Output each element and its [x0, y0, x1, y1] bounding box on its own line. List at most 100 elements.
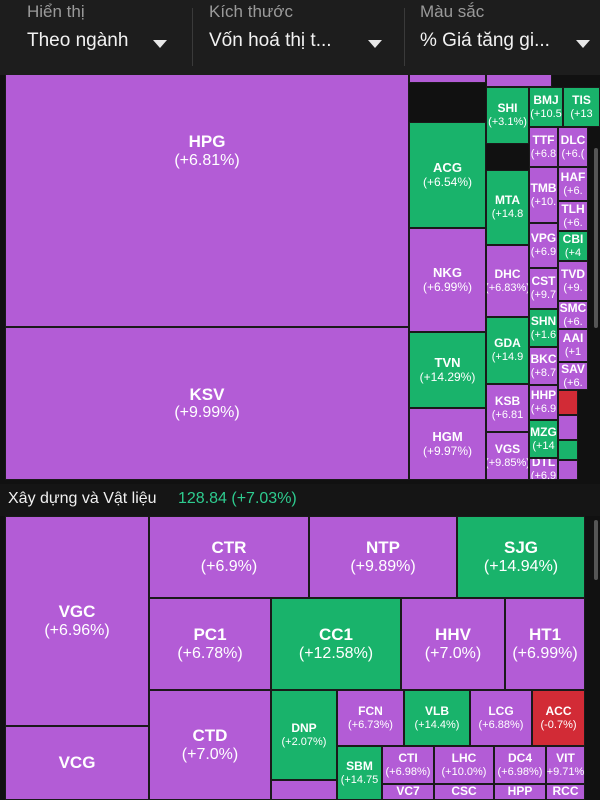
- stock-tile[interactable]: (+6.7%): [409, 75, 486, 83]
- stock-tile[interactable]: [271, 780, 337, 800]
- stock-tile-vit[interactable]: VIT(+9.71%): [546, 746, 585, 784]
- stock-tile-ksb[interactable]: KSB (+6.81: [486, 384, 529, 432]
- stock-symbol: VLB: [425, 703, 449, 718]
- stock-tile-dc4[interactable]: DC4 (+6.98%): [494, 746, 546, 784]
- stock-symbol: TIS: [572, 92, 591, 107]
- stock-symbol: VIT: [556, 750, 575, 765]
- stock-tile-vgs[interactable]: VGS (+9.85%): [486, 432, 529, 480]
- display-mode-dropdown[interactable]: Hiển thị Theo ngành: [27, 0, 177, 75]
- stock-change: (+7.0%): [424, 644, 482, 662]
- stock-tile-hhv[interactable]: HHV (+7.0%): [401, 598, 505, 690]
- stock-change: (+13: [570, 107, 593, 120]
- stock-tile-ttf[interactable]: TTF (+6.8: [529, 127, 558, 167]
- stock-tile-lcg[interactable]: LCG (+6.88%): [470, 690, 532, 746]
- scrollbar[interactable]: [594, 148, 598, 328]
- stock-symbol: SAV: [561, 362, 585, 376]
- stock-change: (+3.1%): [488, 116, 527, 129]
- stock-tile-hpp[interactable]: HPP: [494, 784, 546, 800]
- stock-tile-sbm[interactable]: SBM (+14.75: [337, 746, 382, 800]
- stock-tile-ntp[interactable]: NTP (+9.89%): [309, 516, 457, 598]
- stock-tile-cti[interactable]: CTI (+6.98%): [382, 746, 434, 784]
- stock-tile-rcc[interactable]: RCC: [546, 784, 585, 800]
- stock-change: (+14.4%): [414, 718, 460, 731]
- chevron-down-icon: [153, 40, 167, 48]
- stock-tile-tis[interactable]: TIS (+13: [563, 87, 600, 127]
- stock-tile-dnp[interactable]: DNP (+2.07%): [271, 690, 337, 780]
- stock-tile-gda[interactable]: GDA (+14.9: [486, 317, 529, 384]
- stock-tile-bkc[interactable]: BKC (+8.7: [529, 347, 558, 385]
- stock-tile-pc1[interactable]: PC1 (+6.78%): [149, 598, 271, 690]
- stock-tile-ksv[interactable]: KSV (+9.99%): [5, 327, 409, 480]
- stock-tile-fcn[interactable]: FCN (+6.73%): [337, 690, 404, 746]
- stock-symbol: RCC: [552, 784, 579, 799]
- stock-tile-hhp[interactable]: HHP (+6.9: [529, 385, 558, 420]
- stock-symbol: HHV: [435, 625, 471, 645]
- stock-tile-sjg[interactable]: SJG (+14.94%): [457, 516, 585, 598]
- stock-tile-tmb[interactable]: TMB (+10.: [529, 167, 558, 223]
- stock-symbol: VGS: [494, 441, 521, 456]
- stock-tile-cst[interactable]: CST (+9.7: [529, 268, 558, 309]
- sector-header[interactable]: Xây dựng và Vật liệu 128.84 (+7.03%): [0, 484, 600, 516]
- stock-change: (+6.(: [561, 147, 585, 160]
- stock-tile-csc[interactable]: CSC: [434, 784, 494, 800]
- stock-tile-mta[interactable]: MTA (+14.8: [486, 170, 529, 245]
- stock-symbol: SMC: [559, 301, 587, 315]
- stock-tile[interactable]: [558, 440, 578, 460]
- stock-tile[interactable]: [558, 390, 578, 415]
- stock-change: (+6.54%): [422, 174, 473, 189]
- stock-change: (+6.83%): [486, 281, 529, 294]
- stock-change: (+6.9: [530, 246, 557, 259]
- stock-tile-ctd[interactable]: CTD (+7.0%): [149, 690, 271, 800]
- stock-symbol: DC4: [507, 750, 532, 765]
- stock-tile-cbi[interactable]: CBI (+4: [558, 231, 588, 261]
- stock-symbol: CST: [531, 274, 556, 289]
- stock-symbol: ACC: [545, 703, 572, 718]
- stock-tile-haf[interactable]: HAF (+6.: [558, 167, 588, 201]
- stock-tile-acc[interactable]: ACC (-0.7%): [532, 690, 585, 746]
- stock-tile-bmj[interactable]: BMJ (+10.5: [529, 87, 563, 127]
- stock-tile-dlc[interactable]: DLC (+6.(: [558, 127, 588, 167]
- stock-tile-ctr[interactable]: CTR (+6.9%): [149, 516, 309, 598]
- stock-tile-acg[interactable]: ACG (+6.54%): [409, 122, 486, 228]
- stock-tile-vlb[interactable]: VLB (+14.4%): [404, 690, 470, 746]
- stock-tile-ht1[interactable]: HT1 (+6.99%): [505, 598, 585, 690]
- stock-tile-dhc[interactable]: DHC (+6.83%): [486, 245, 529, 317]
- stock-tile-tlh[interactable]: TLH (+6.: [558, 201, 588, 231]
- stock-tile[interactable]: [486, 75, 552, 87]
- scrollbar[interactable]: [594, 520, 598, 580]
- stock-change: (+10.: [530, 195, 557, 208]
- stock-change: (+6.8: [530, 147, 557, 160]
- stock-tile-dtl[interactable]: DTL (+6.9: [529, 458, 558, 480]
- stock-symbol: DHC: [494, 266, 521, 281]
- stock-change: (+9.97%): [422, 443, 473, 458]
- stock-tile-vc7[interactable]: VC7: [382, 784, 434, 800]
- stock-tile-tvd[interactable]: TVD (+9.: [558, 261, 588, 301]
- stock-tile-vpg[interactable]: VPG (+6.9: [529, 223, 558, 268]
- stock-tile-tvn[interactable]: TVN (+14.29%): [409, 332, 486, 408]
- stock-symbol: LHC: [451, 750, 477, 765]
- size-mode-dropdown[interactable]: Kích thước Vốn hoá thị t...: [209, 0, 389, 75]
- stock-change: (+6.88%): [478, 718, 524, 731]
- color-mode-dropdown[interactable]: Màu sắc % Giá tăng gi...: [420, 0, 598, 75]
- stock-tile-shi[interactable]: SHI (+3.1%): [486, 87, 529, 144]
- stock-tile-hgm[interactable]: HGM (+9.97%): [409, 408, 486, 480]
- stock-tile-sav[interactable]: SAV (+6.: [558, 362, 588, 390]
- divider: [404, 8, 405, 66]
- stock-tile[interactable]: [558, 415, 578, 440]
- stock-tile-lhc[interactable]: LHC (+10.0%): [434, 746, 494, 784]
- stock-change: (+4: [564, 246, 582, 259]
- stock-symbol: KSV: [189, 384, 225, 404]
- stock-tile-shn[interactable]: SHN (+1.6: [529, 309, 558, 347]
- stock-tile-smc[interactable]: SMC (+6.: [558, 301, 588, 329]
- stock-tile-aai[interactable]: AAI (+1: [558, 329, 588, 362]
- stock-tile-mzg[interactable]: MZG (+14: [529, 420, 558, 458]
- stock-change: (+6.: [563, 315, 583, 328]
- stock-tile[interactable]: [558, 460, 578, 480]
- stock-tile-hpg[interactable]: HPG (+6.81%): [5, 75, 409, 327]
- stock-tile-vcg[interactable]: VCG: [5, 726, 149, 800]
- stock-tile-vgc[interactable]: VGC (+6.96%): [5, 516, 149, 726]
- size-mode-value: Vốn hoá thị t...: [209, 30, 332, 51]
- stock-tile-nkg[interactable]: NKG (+6.99%): [409, 228, 486, 332]
- stock-tile-cc1[interactable]: CC1 (+12.58%): [271, 598, 401, 690]
- stock-symbol: HT1: [528, 625, 562, 645]
